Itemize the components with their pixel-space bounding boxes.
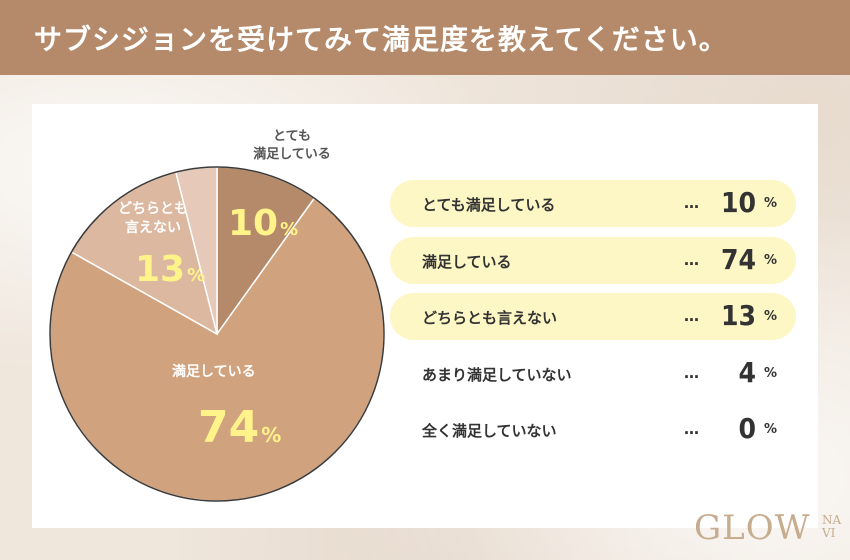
legend-dots: … xyxy=(684,363,699,382)
legend-value: 13 xyxy=(720,299,756,332)
legend-dots: … xyxy=(684,194,699,212)
header-bar: サブシジョンを受けてみて満足度を教えてください。 xyxy=(0,0,850,75)
legend-dots: … xyxy=(684,420,699,438)
legend-unit: % xyxy=(764,365,778,381)
legend-unit: % xyxy=(764,309,778,324)
legend-unit: % xyxy=(764,252,778,268)
legend-value: 74 xyxy=(720,242,756,276)
pie-value-very-satisfied: 10% xyxy=(228,203,299,244)
legend-row: あまり満足していない … 4 % xyxy=(390,350,796,397)
legend-value: 4 xyxy=(738,355,756,389)
legend-value: 10 xyxy=(720,186,756,219)
pie-label-satisfied: 満足している xyxy=(172,364,256,380)
glow-navi-logo: GLOW NA VI xyxy=(694,508,842,548)
pie-value-neutral: 13% xyxy=(135,249,206,290)
legend-dots: … xyxy=(684,307,699,325)
legend-row: 全く満足していない … 0 % xyxy=(390,406,796,453)
legend-value: 0 xyxy=(738,412,756,445)
legend-label: あまり満足していない xyxy=(422,365,572,384)
legend-unit: % xyxy=(764,196,778,211)
page-title: サブシジョンを受けてみて満足度を教えてください。 xyxy=(34,22,728,56)
legend-dots: … xyxy=(684,250,699,269)
legend-row: とても満足している … 10 % xyxy=(390,180,796,227)
pie-label-very-satisfied: とても 満足している xyxy=(253,129,331,162)
legend-label: 満足している xyxy=(422,252,512,271)
pie-outline xyxy=(49,166,385,502)
legend-unit: % xyxy=(764,422,778,437)
legend-list: とても満足している … 10 % 満足している … 74 % どちらとも言えない… xyxy=(390,180,796,463)
legend-label: とても満足している xyxy=(422,196,556,214)
legend-row: どちらとも言えない … 13 % xyxy=(390,293,796,340)
legend-label: どちらとも言えない xyxy=(422,309,558,327)
logo-sub: NA VI xyxy=(822,513,842,541)
pie-value-satisfied: 74% xyxy=(198,402,282,453)
legend-label: 全く満足していない xyxy=(422,422,557,440)
pie-label-neutral: どちらとも 言えない xyxy=(118,201,188,236)
legend-row: 満足している … 74 % xyxy=(390,236,796,284)
pie-chart xyxy=(49,166,385,502)
